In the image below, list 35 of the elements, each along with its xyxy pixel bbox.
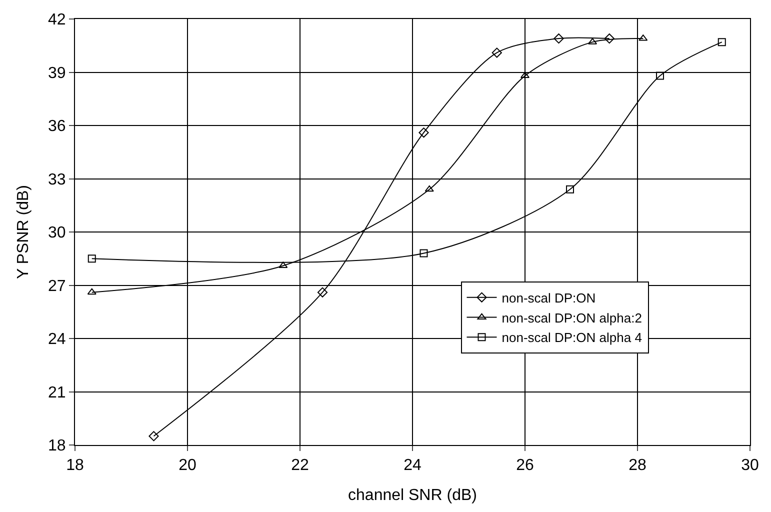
y-tick-label: 39 [48, 64, 66, 82]
point [604, 33, 614, 44]
legend-label: non-scal DP:ON [502, 290, 596, 306]
x-tick-label: 22 [291, 457, 309, 474]
point [656, 72, 664, 80]
point [566, 185, 574, 194]
point [520, 72, 530, 78]
point [148, 431, 159, 442]
x-tick-label: 18 [66, 457, 84, 474]
y-tick-label: 36 [48, 118, 66, 136]
point [424, 185, 434, 192]
point [554, 33, 564, 44]
y-tick-label: 18 [48, 438, 66, 455]
x-tick-label: 24 [404, 457, 422, 474]
x-tick-label: 30 [741, 457, 759, 474]
x-tick-label: 28 [628, 457, 646, 474]
y-tick-label: 24 [48, 331, 66, 348]
point [492, 48, 502, 58]
y-tick-label: 27 [48, 278, 66, 295]
legend-label: non-scal DP:ON alpha 4 [502, 330, 642, 346]
point [718, 38, 726, 46]
point [420, 249, 428, 258]
point [418, 128, 429, 138]
y-axis-title: Y PSNR (dB) [14, 185, 32, 279]
x-tick-label: 20 [178, 457, 196, 474]
y-tick-label: 42 [48, 12, 66, 29]
x-tick-label: 26 [516, 457, 534, 474]
point [87, 288, 96, 295]
y-tick-label: 21 [48, 384, 66, 402]
y-tick-label: 33 [48, 171, 66, 188]
y-tick-label: 30 [48, 224, 66, 242]
legend-label: non-scal DP:ON alpha:2 [502, 310, 642, 326]
x-axis-title: channel SNR (dB) [348, 486, 477, 504]
point [317, 287, 328, 298]
point [88, 254, 96, 263]
